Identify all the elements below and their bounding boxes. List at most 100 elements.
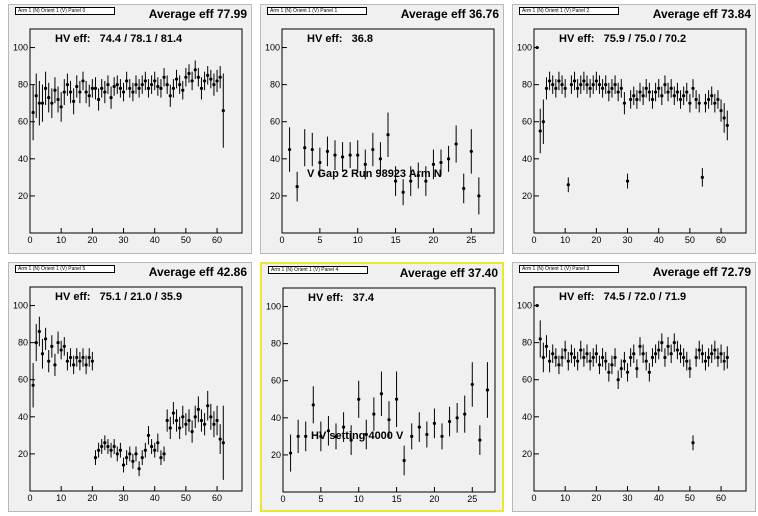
data-point bbox=[719, 109, 723, 113]
data-point bbox=[572, 79, 577, 83]
data-point bbox=[106, 444, 110, 449]
data-point bbox=[96, 97, 101, 102]
data-point bbox=[295, 185, 299, 189]
data-point bbox=[34, 94, 38, 98]
data-point bbox=[685, 359, 689, 363]
x-tick-label: 0 bbox=[280, 494, 285, 504]
data-point bbox=[202, 79, 207, 83]
data-point bbox=[554, 86, 558, 90]
y-tick-label: 20 bbox=[18, 191, 28, 201]
data-point bbox=[560, 355, 564, 360]
data-point bbox=[187, 71, 191, 76]
average-eff-label: Average eff 73.84 bbox=[652, 7, 751, 21]
data-point bbox=[547, 359, 552, 363]
x-tick-label: 20 bbox=[428, 235, 438, 245]
data-point bbox=[34, 341, 38, 345]
data-point bbox=[657, 86, 661, 90]
data-point bbox=[566, 183, 570, 187]
data-point bbox=[697, 348, 701, 352]
average-eff-label: Average eff 37.40 bbox=[399, 266, 498, 280]
data-point bbox=[585, 83, 589, 87]
plot-pad-3[interactable]: Arm 1 (N) Orient 1 (V) Panel 3 Average e… bbox=[512, 262, 756, 512]
plot-pad-1[interactable]: Arm 1 (N) Orient 1 (V) Panel 1 Average e… bbox=[260, 4, 504, 254]
data-point bbox=[178, 83, 182, 87]
y-tick-label: 80 bbox=[271, 339, 281, 349]
data-point bbox=[585, 352, 589, 356]
data-point bbox=[72, 363, 76, 367]
x-tick-label: 40 bbox=[150, 493, 160, 503]
data-point bbox=[635, 97, 639, 102]
data-point bbox=[109, 96, 113, 100]
data-point bbox=[206, 73, 210, 77]
data-point bbox=[209, 415, 213, 419]
data-point bbox=[121, 463, 126, 467]
data-point bbox=[209, 77, 213, 81]
data-point bbox=[146, 86, 151, 90]
data-point bbox=[538, 129, 542, 133]
data-point bbox=[657, 348, 661, 352]
data-point bbox=[551, 83, 555, 87]
data-point bbox=[112, 84, 116, 89]
data-point bbox=[663, 83, 667, 87]
data-point bbox=[682, 94, 686, 98]
data-point bbox=[710, 352, 714, 356]
y-tick-label: 20 bbox=[270, 191, 280, 201]
data-point bbox=[563, 86, 567, 90]
data-point bbox=[647, 370, 651, 374]
plot-pad-4[interactable]: Arm 1 (N) Orient 1 (V) Panel 4 Average e… bbox=[260, 262, 504, 512]
data-point bbox=[387, 418, 391, 422]
data-point bbox=[357, 397, 361, 401]
data-point bbox=[78, 90, 82, 94]
data-point bbox=[325, 149, 330, 153]
data-point bbox=[93, 456, 98, 460]
plot-pad-2[interactable]: Arm 1 (N) Orient 1 (V) Panel 2 Average e… bbox=[512, 4, 756, 254]
data-point bbox=[607, 90, 611, 94]
data-point bbox=[379, 392, 384, 396]
x-tick-label: 5 bbox=[317, 235, 322, 245]
hv-eff-label: HV eff: 37.4 bbox=[308, 292, 375, 304]
data-point bbox=[706, 97, 711, 102]
data-point bbox=[159, 456, 163, 460]
data-point bbox=[125, 456, 129, 460]
x-tick-label: 25 bbox=[467, 494, 477, 504]
x-tick-label: 40 bbox=[654, 493, 664, 503]
data-point bbox=[125, 79, 129, 83]
data-point bbox=[93, 86, 98, 90]
data-point bbox=[121, 90, 126, 94]
data-point bbox=[722, 359, 726, 363]
data-point bbox=[485, 388, 490, 392]
x-tick-label: 50 bbox=[685, 493, 695, 503]
plot-frame bbox=[29, 28, 243, 234]
data-point bbox=[477, 194, 481, 198]
data-point bbox=[672, 341, 676, 345]
data-point bbox=[59, 105, 63, 109]
x-tick-label: 30 bbox=[623, 235, 633, 245]
panel-title-box: Arm 1 (N) Orient 1 (V) Panel 5 bbox=[15, 265, 115, 273]
data-point bbox=[694, 355, 698, 360]
data-point bbox=[68, 355, 73, 360]
plot-area: 20 40 60 80 100 0 5 10 15 20 25 HV setting 4000 V bbox=[266, 287, 496, 504]
plot-pad-5[interactable]: Arm 1 (N) Orient 1 (V) Panel 5 Average e… bbox=[8, 262, 252, 512]
average-eff-label: Average eff 36.76 bbox=[400, 7, 499, 21]
data-point bbox=[109, 448, 113, 452]
data-point bbox=[632, 94, 636, 98]
data-point bbox=[112, 444, 116, 449]
data-point bbox=[594, 79, 598, 83]
plot-pad-0[interactable]: Arm 1 (N) Orient 1 (V) Panel 0 Average e… bbox=[8, 4, 252, 254]
data-point bbox=[31, 110, 35, 115]
data-point bbox=[594, 352, 598, 356]
x-tick-label: 50 bbox=[685, 235, 695, 245]
data-point bbox=[554, 355, 558, 360]
data-point bbox=[81, 355, 85, 360]
data-point bbox=[47, 96, 51, 100]
data-point bbox=[96, 448, 101, 452]
data-point bbox=[134, 452, 138, 456]
x-tick-label: 50 bbox=[181, 493, 191, 503]
y-tick-label: 40 bbox=[18, 412, 28, 422]
data-point bbox=[409, 179, 413, 183]
data-point bbox=[288, 451, 293, 455]
x-tick-label: 60 bbox=[716, 493, 726, 503]
data-point bbox=[137, 467, 141, 471]
plot-frame bbox=[533, 28, 747, 234]
data-point bbox=[688, 367, 692, 371]
